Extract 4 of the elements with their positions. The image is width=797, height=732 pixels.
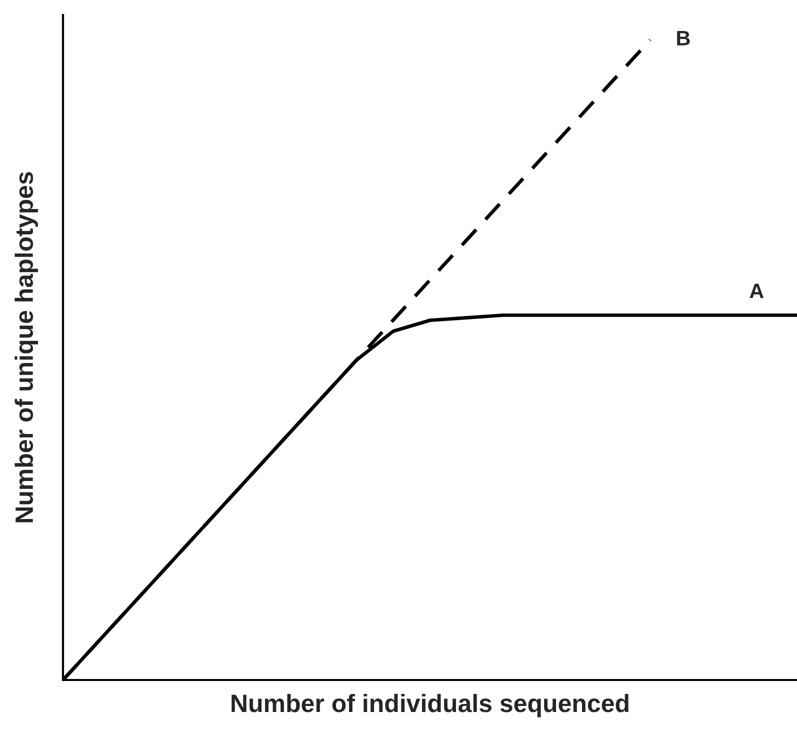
- y-axis-title: Number of unique haplotypes: [14, 172, 38, 522]
- series-label: A: [750, 284, 764, 298]
- x-axis-title: Number of individuals sequenced: [232, 694, 628, 718]
- series-label: B: [677, 31, 690, 46]
